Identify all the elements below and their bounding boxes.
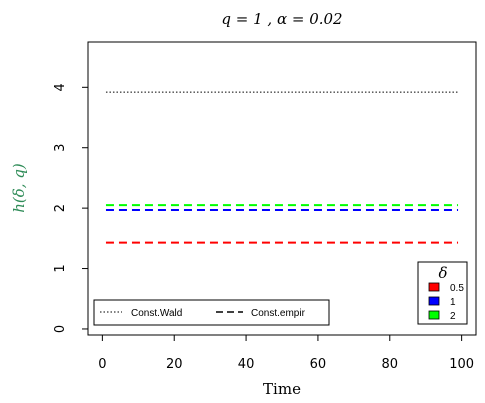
legend-delta-label-1: 1 bbox=[450, 297, 456, 308]
y-tick-label: 2 bbox=[53, 204, 68, 212]
x-tick-label: 20 bbox=[166, 357, 183, 372]
y-tick-label: 4 bbox=[53, 83, 68, 91]
legend-delta-label-0.5: 0.5 bbox=[450, 283, 464, 294]
legend-empir-label: Const.empir bbox=[251, 308, 306, 319]
legend-delta-swatch-2 bbox=[428, 310, 440, 320]
legend-linetype: Const.Wald Const.empir bbox=[93, 299, 330, 326]
chart-title: q = 1 , α = 0.02 bbox=[221, 10, 342, 28]
y-tick-label: 1 bbox=[53, 264, 68, 272]
x-axis-label: Time bbox=[263, 380, 301, 398]
legend-delta: δ 0.5 1 2 bbox=[417, 261, 468, 325]
y-tick-label: 3 bbox=[53, 144, 68, 152]
y-axis: 0 1 2 3 4 bbox=[53, 83, 88, 333]
legend-delta-title: δ bbox=[438, 264, 447, 282]
y-tick-label: 0 bbox=[53, 325, 68, 333]
y-axis-label: h(δ, q) bbox=[10, 163, 28, 213]
legend-delta-swatch-0.5 bbox=[428, 282, 440, 292]
series-layer bbox=[105, 91, 459, 244]
x-tick-label: 0 bbox=[98, 357, 106, 372]
legend-wald-label: Const.Wald bbox=[131, 308, 182, 319]
x-tick-label: 40 bbox=[238, 357, 255, 372]
x-tick-label: 60 bbox=[310, 357, 327, 372]
legend-delta-label-2: 2 bbox=[450, 311, 456, 322]
legend-linetype-box bbox=[93, 299, 330, 326]
x-tick-label: 80 bbox=[382, 357, 399, 372]
x-axis: 0 20 40 60 80 100 bbox=[98, 335, 474, 372]
x-tick-label: 100 bbox=[449, 357, 474, 372]
legend-delta-swatch-1 bbox=[428, 296, 440, 306]
legend-delta-box bbox=[417, 261, 468, 325]
plot-frame bbox=[87, 41, 477, 336]
